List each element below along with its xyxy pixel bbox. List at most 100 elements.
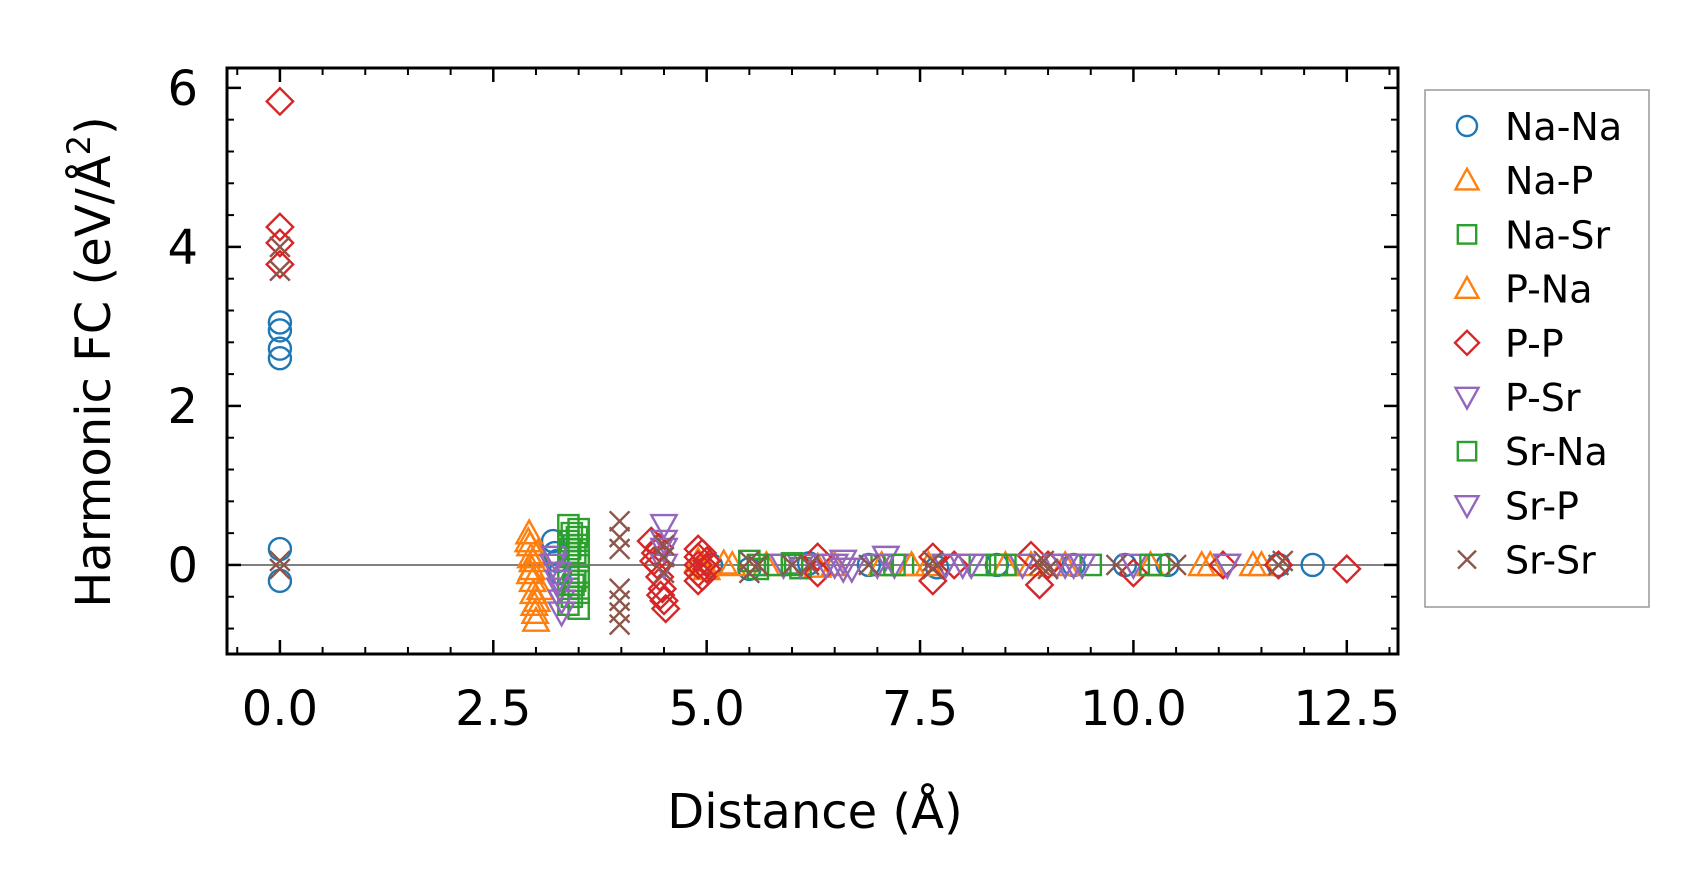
data-point-sr-sr-3 [269,558,291,580]
series-sr-na [558,525,1162,597]
y-tick-labels: 0 2 4 6 [167,61,198,594]
data-point-sr-p-10 [1212,553,1242,581]
x-tick-label-1: 2.5 [455,681,531,737]
legend-marker-sr-sr [1457,549,1477,570]
data-point-p-p-20 [687,561,718,592]
legend-entry-sr-na: Sr-Na [1456,430,1608,474]
data-point-sr-sr-12 [653,546,675,568]
y-tick-label-1: 2 [167,379,198,435]
data-point-p-p-29 [1024,569,1055,600]
data-point-sr-na-3 [746,553,770,577]
data-point-na-sr-10 [567,581,590,605]
data-points-layer [265,86,1362,636]
legend-entry-na-na: Na-Na [1455,105,1622,149]
legend-entry-na-sr: Na-Sr [1456,213,1611,257]
y-axis-label-main: Harmonic FC (eV/Å [65,155,122,608]
data-point-sr-p-1 [543,569,573,596]
x-axis-label: Distance (Å) [667,783,962,840]
data-point-p-p-34 [1331,554,1362,584]
data-point-sr-na-4 [780,553,804,577]
data-point-na-p-10 [525,573,555,601]
data-point-na-sr-16 [738,549,761,573]
data-point-p-p-22 [691,554,722,584]
legend: Na-Na Na-P Na-Sr P-Na P-P P-Sr Sr-Na Sr-P Sr-Sr [1424,89,1650,608]
data-point-p-sr-4 [649,513,679,541]
data-point-na-na-2 [267,336,293,361]
legend-marker-p-p [1453,329,1481,357]
data-point-p-p-3 [265,249,295,280]
data-point-sr-sr-2 [269,550,291,572]
legend-entry-p-sr: P-Sr [1453,376,1581,420]
legend-entry-na-p: Na-P [1453,159,1593,203]
data-point-sr-sr-24 [1037,558,1059,580]
data-point-sr-p-9 [1058,553,1089,581]
data-point-p-p-13 [645,580,676,611]
data-point-p-p-19 [687,538,718,568]
data-point-na-p-8 [521,605,551,632]
y-axis-label: Harmonic FC (eV/Å2) [60,116,122,608]
data-point-sr-na-6 [994,553,1017,577]
data-point-p-p-0 [265,86,295,117]
data-point-sr-p-0 [538,553,568,581]
x-tick-label-0: 0.0 [242,681,318,737]
y-tick-label-0: 0 [167,538,198,594]
legend-label-sr-sr: Sr-Sr [1505,539,1596,583]
data-point-sr-sr-19 [858,554,880,576]
data-point-p-na-2 [517,545,548,573]
x-tick-label-2: 5.0 [668,681,744,737]
legend-label-na-sr: Na-Sr [1505,213,1611,257]
data-point-p-p-24 [802,558,833,588]
x-tick-label-3: 7.5 [882,681,958,737]
data-point-sr-na-2 [565,525,589,549]
data-point-p-p-21 [691,546,722,576]
data-point-sr-sr-28 [1272,550,1294,572]
legend-marker-na-sr [1456,223,1478,245]
data-point-na-na-3 [267,346,293,371]
data-point-p-na-3 [522,585,552,613]
legend-marker-na-na [1455,114,1479,138]
legend-label-p-sr: P-Sr [1505,376,1581,420]
data-point-p-p-8 [647,573,678,604]
data-point-p-na-9 [1195,549,1225,577]
x-tick-label-5: 12.5 [1293,681,1400,737]
data-point-sr-sr-17 [781,554,803,576]
x-tick-labels: 0.0 2.5 5.0 7.5 10.0 12.5 [242,681,1400,737]
data-point-sr-sr-21 [922,558,944,580]
series-sr-sr [269,236,1294,636]
data-point-na-p-0 [514,518,544,545]
data-point-sr-sr-0 [269,236,291,258]
legend-label-sr-na: Sr-Na [1505,430,1608,474]
legend-marker-na-p [1453,166,1481,191]
y-axis-label-sup: 2 [60,135,98,155]
data-point-sr-sr-1 [269,260,291,282]
x-tick-label-4: 10.0 [1080,681,1187,737]
legend-marker-p-na [1453,274,1481,299]
data-point-na-sr-7 [567,533,590,557]
legend-marker-sr-p [1453,495,1481,520]
data-point-sr-sr-26 [1165,554,1187,576]
legend-entry-p-p: P-P [1453,322,1564,366]
legend-marker-p-sr [1453,386,1481,411]
data-point-p-p-23 [802,542,833,572]
data-point-sr-p-7 [956,553,986,581]
y-tick-label-2: 4 [167,220,198,276]
data-point-sr-sr-18 [798,554,820,576]
legend-marker-sr-na [1456,440,1478,462]
legend-label-p-p: P-P [1505,322,1564,366]
legend-label-na-p: Na-P [1505,159,1593,203]
plot-frame [225,66,1400,656]
legend-label-p-na: P-Na [1505,268,1593,312]
data-point-sr-sr-6 [608,538,631,560]
data-point-na-na-20 [1300,552,1325,578]
legend-label-sr-p: Sr-P [1505,484,1579,528]
legend-entry-sr-p: Sr-P [1453,484,1579,528]
legend-entry-p-na: P-Na [1453,268,1593,312]
data-point-p-na-0 [513,525,543,553]
data-point-p-p-32 [1208,550,1238,580]
data-point-sr-sr-13 [653,562,675,584]
data-point-sr-sr-4 [608,510,631,532]
data-point-na-na-0 [267,310,293,335]
data-point-p-p-31 [1118,558,1149,588]
